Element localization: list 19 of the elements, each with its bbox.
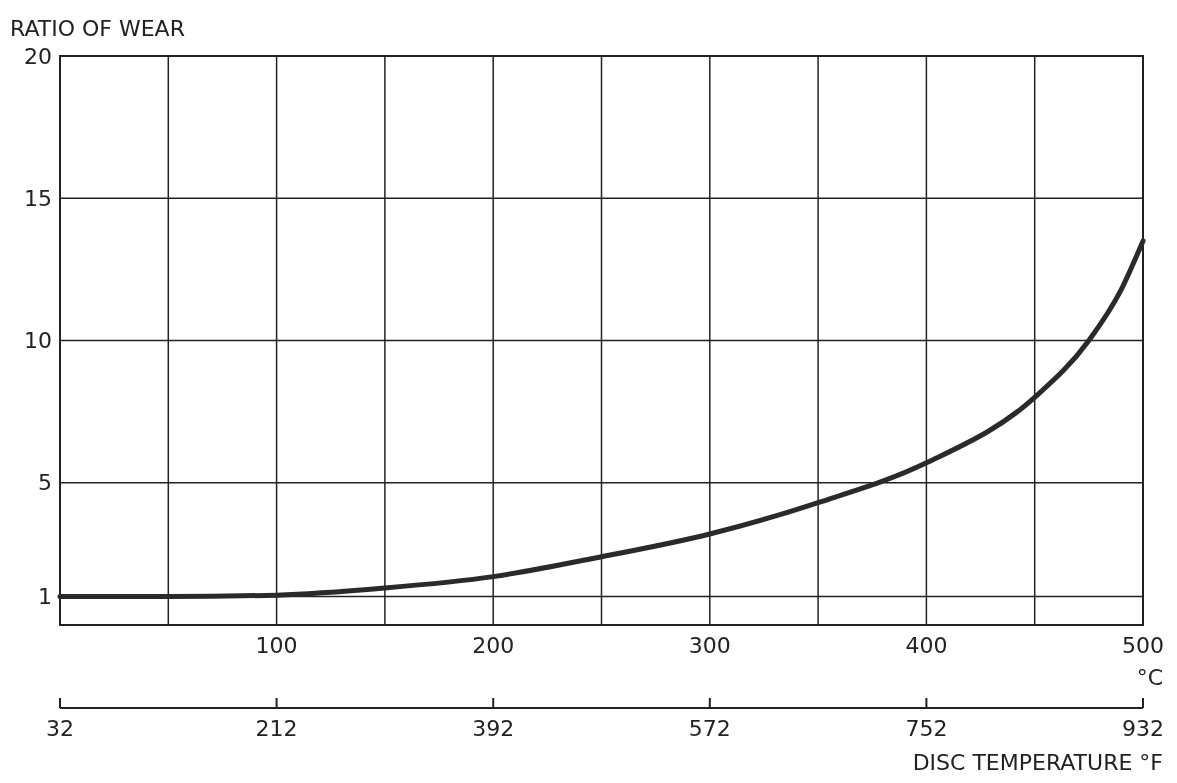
x-axis-title: °C — [1136, 665, 1163, 690]
y-tick-label: 15 — [24, 185, 52, 211]
y-tick-label: 5 — [38, 470, 52, 496]
y-tick-label: 10 — [24, 328, 52, 354]
x-tick-label: 100 — [255, 633, 298, 658]
x2-axis-title: DISC TEMPERATURE °F — [912, 750, 1163, 775]
x2-tick-label: 572 — [688, 716, 731, 741]
x2-tick-label: 32 — [46, 716, 74, 741]
y-tick-label: 1 — [38, 584, 52, 610]
x-tick-label: 200 — [472, 633, 515, 658]
y-axis-title: RATIO OF WEAR — [10, 16, 185, 41]
x2-tick-label: 752 — [905, 716, 948, 741]
x-tick-label: 400 — [905, 633, 948, 658]
x-tick-label: 300 — [688, 633, 731, 658]
x2-tick-label: 212 — [255, 716, 298, 741]
x2-tick-label: 932 — [1122, 716, 1164, 741]
y-tick-label: 20 — [24, 43, 52, 69]
x2-tick-label: 392 — [472, 716, 515, 741]
x-tick-label: 500 — [1122, 633, 1164, 658]
